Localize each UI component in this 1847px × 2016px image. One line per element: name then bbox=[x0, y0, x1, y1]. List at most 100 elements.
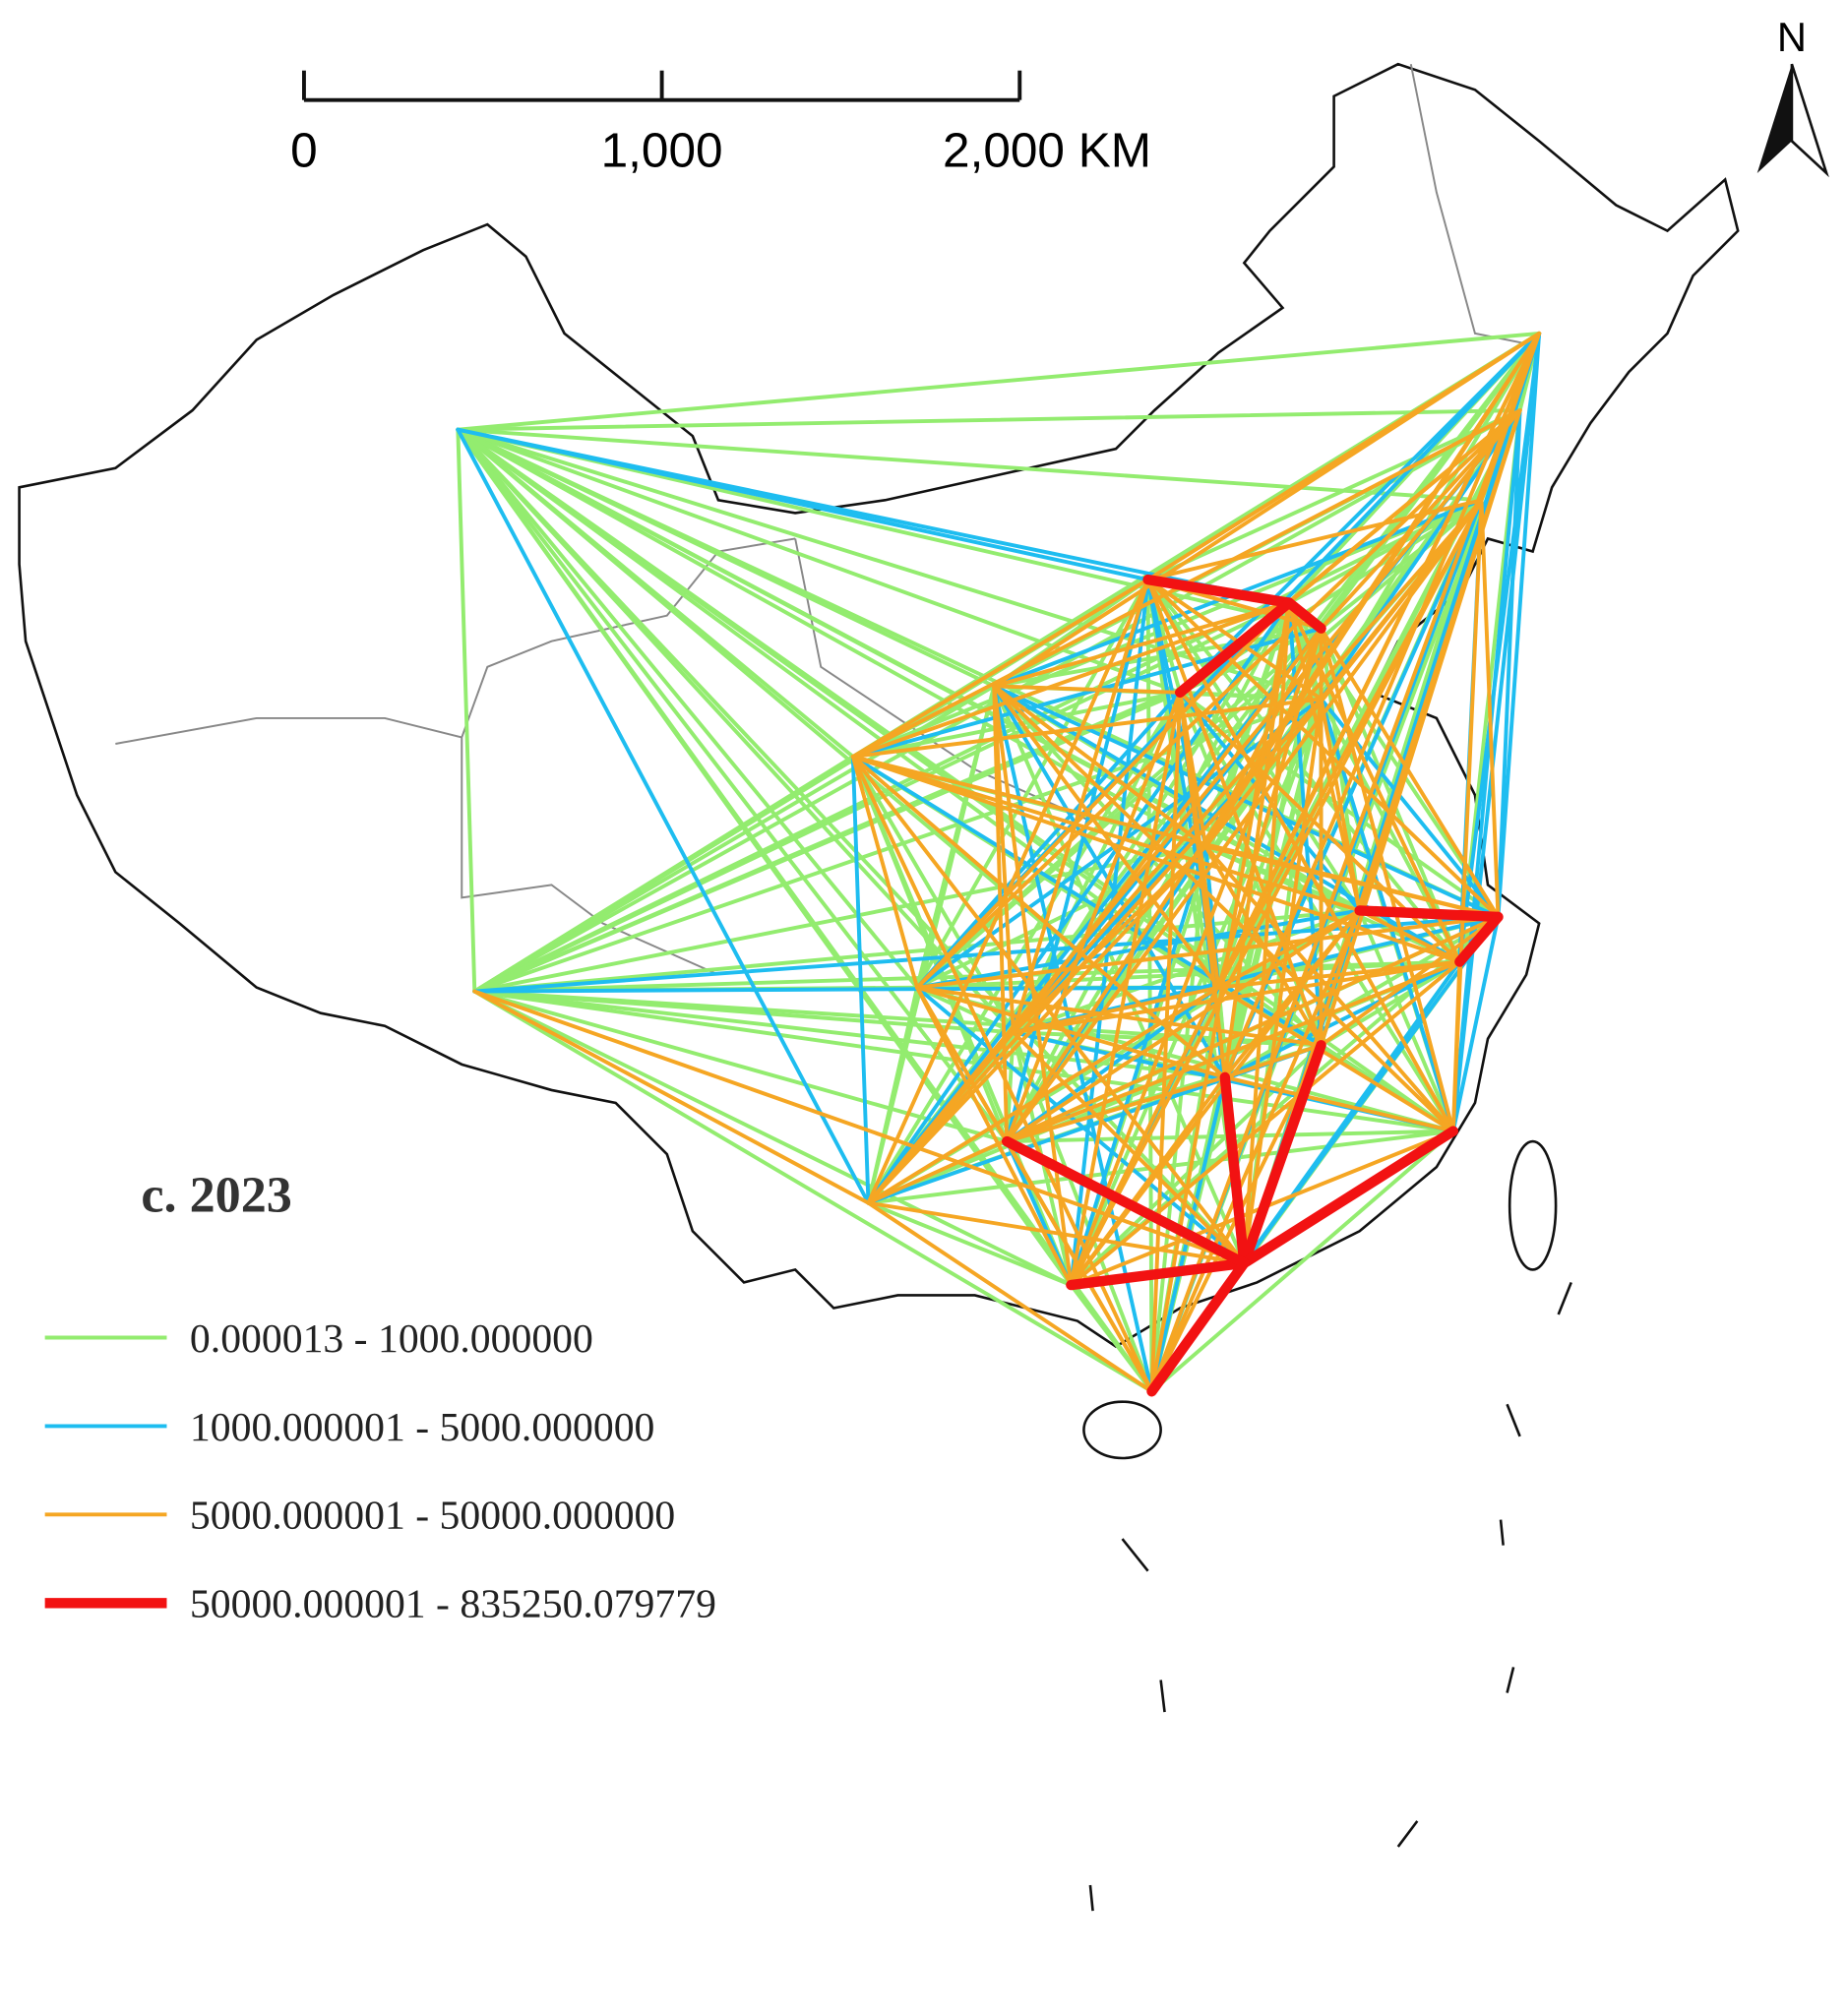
flow-line bbox=[850, 697, 1324, 759]
flow-line bbox=[915, 408, 1522, 990]
flow-line bbox=[456, 427, 871, 1205]
flow-line bbox=[1450, 915, 1501, 1133]
flow-line bbox=[915, 985, 1074, 1287]
flow-line bbox=[992, 600, 1291, 689]
flow-line bbox=[992, 331, 1542, 689]
flow-line bbox=[1357, 908, 1462, 964]
scale-label: 1,000 bbox=[601, 123, 723, 177]
flow-line bbox=[1069, 1074, 1227, 1287]
flow-line bbox=[1319, 498, 1484, 631]
islands bbox=[1088, 1281, 1572, 1912]
flow-line bbox=[1479, 498, 1501, 919]
flow-line bbox=[866, 844, 1208, 1205]
flow-line bbox=[1005, 1139, 1154, 1394]
flow-line bbox=[1242, 600, 1291, 1265]
flow-line bbox=[1005, 690, 1183, 1144]
flow-line bbox=[915, 985, 1324, 1048]
flow-line bbox=[866, 1200, 1154, 1394]
flow-line bbox=[1216, 697, 1324, 990]
flow-line bbox=[472, 755, 855, 994]
flow-line bbox=[992, 684, 1501, 919]
flow-line bbox=[1149, 908, 1362, 1394]
flow-line bbox=[866, 1200, 1247, 1265]
flow-line bbox=[915, 697, 1324, 990]
flow-line bbox=[1222, 959, 1462, 1079]
flow-line bbox=[915, 985, 1010, 1144]
flow-line bbox=[1005, 959, 1462, 1144]
flow-line bbox=[1203, 626, 1324, 849]
flow-line bbox=[992, 684, 1455, 1133]
flow-line bbox=[915, 985, 1247, 1265]
flow-line bbox=[915, 985, 1227, 1079]
flow-line bbox=[1011, 626, 1324, 1035]
scale-bar bbox=[301, 70, 1022, 102]
flow-line bbox=[1174, 597, 1295, 699]
flow-line bbox=[472, 697, 1324, 994]
flow-line bbox=[1219, 1071, 1250, 1269]
legend: 0.000013 - 1000.000000 1000.000001 - 5000… bbox=[44, 1316, 716, 1627]
flow-line bbox=[1450, 331, 1542, 1133]
flow-line bbox=[1239, 1126, 1459, 1269]
north-arrow bbox=[1756, 64, 1792, 173]
flow-line bbox=[915, 985, 1016, 1035]
flow-line bbox=[456, 427, 477, 994]
flow-line bbox=[472, 989, 1010, 1144]
flow-line bbox=[456, 427, 1150, 582]
flow-line bbox=[1319, 626, 1501, 919]
flow-line bbox=[1454, 911, 1504, 967]
flow-line bbox=[1142, 574, 1295, 608]
flow-line bbox=[992, 684, 1010, 1144]
flow-line bbox=[456, 427, 1247, 1265]
flow-line bbox=[1222, 1043, 1324, 1079]
scale-label: 0 bbox=[290, 123, 318, 177]
flow-line bbox=[1239, 1040, 1326, 1269]
flow-line bbox=[1069, 498, 1484, 1287]
flow-line bbox=[1002, 1135, 1250, 1269]
flow-line bbox=[472, 989, 1154, 1394]
flow-line bbox=[1066, 1257, 1250, 1291]
map-title: c. 2023 bbox=[141, 1168, 291, 1224]
legend-label: 1000.000001 - 5000.000000 bbox=[190, 1405, 654, 1450]
scale-label: 2,000 KM bbox=[943, 123, 1151, 177]
flow-line bbox=[992, 684, 1221, 990]
flow-line bbox=[866, 985, 919, 1205]
flow-line bbox=[1178, 690, 1227, 1079]
flow-line bbox=[1146, 1257, 1250, 1397]
legend-label: 5000.000001 - 50000.000000 bbox=[190, 1494, 675, 1539]
flow-line bbox=[1216, 985, 1455, 1133]
flow-line bbox=[992, 684, 1183, 695]
flow-line bbox=[456, 427, 919, 990]
flow-line bbox=[1216, 959, 1462, 990]
flow-line bbox=[1178, 331, 1542, 695]
flow-line bbox=[866, 1030, 1016, 1205]
flow-line bbox=[1450, 959, 1462, 1133]
flow-line bbox=[456, 427, 1208, 849]
flow-line bbox=[866, 985, 1221, 1205]
north-label: N bbox=[1777, 14, 1807, 60]
basemap bbox=[18, 62, 1740, 1912]
flow-line bbox=[1216, 908, 1362, 990]
flow-line bbox=[915, 600, 1291, 990]
flow-line bbox=[850, 755, 1462, 964]
province-boundary bbox=[115, 63, 1540, 976]
flow-line bbox=[1216, 626, 1324, 990]
flow-line bbox=[1011, 1030, 1247, 1265]
flow-line bbox=[992, 684, 1074, 1287]
flow-line bbox=[472, 989, 1247, 1265]
flow-line bbox=[1145, 408, 1522, 582]
flow-line bbox=[866, 915, 1501, 1205]
north-arrow bbox=[1790, 63, 1829, 178]
flow-line bbox=[1149, 1129, 1455, 1394]
flow-line bbox=[1145, 578, 1324, 1048]
flow-line bbox=[1319, 959, 1462, 1048]
flow-line bbox=[472, 989, 871, 1205]
flow-line bbox=[1450, 408, 1522, 1133]
flow-lines bbox=[456, 331, 1542, 1397]
legend-label: 0.000013 - 1000.000000 bbox=[190, 1316, 593, 1362]
flow-line bbox=[915, 690, 1183, 990]
flow-line bbox=[1354, 905, 1504, 923]
flow-line bbox=[866, 697, 1324, 1205]
legend-label: 50000.000001 - 835250.079779 bbox=[190, 1582, 716, 1627]
flow-line bbox=[456, 427, 1484, 503]
